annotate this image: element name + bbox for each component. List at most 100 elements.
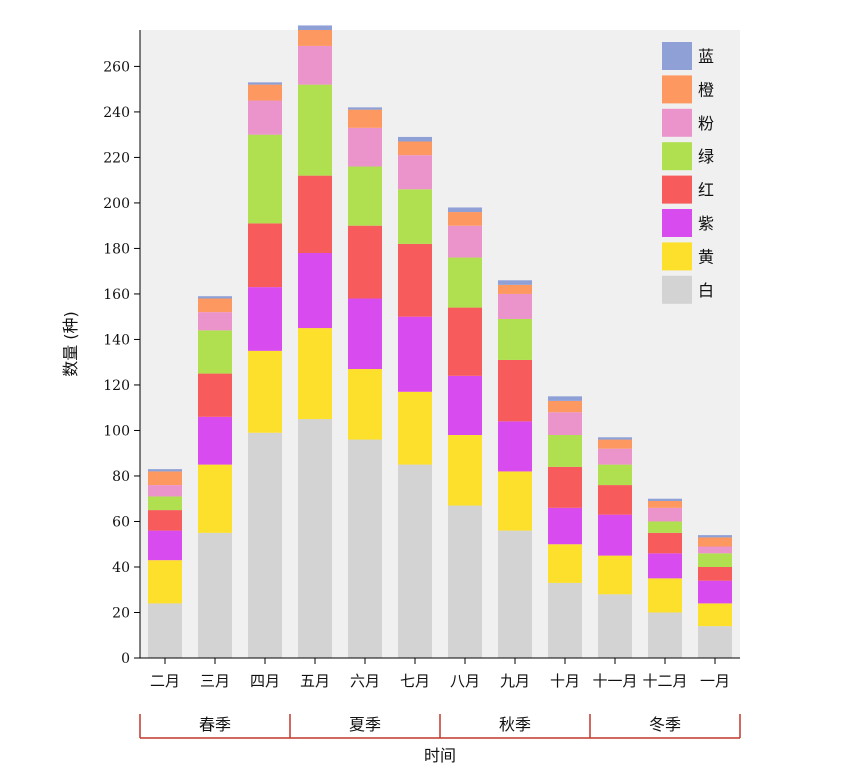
y-tick-label: 120 — [103, 378, 130, 394]
bar-segment — [348, 166, 382, 226]
bar-segment — [248, 350, 282, 433]
x-tick-label: 二月 — [150, 672, 180, 690]
bar-segment — [698, 553, 732, 567]
x-tick-label: 四月 — [250, 672, 280, 690]
legend-label: 绿 — [698, 147, 714, 166]
x-tick-label: 五月 — [300, 672, 330, 690]
bar-segment — [598, 439, 632, 449]
x-axis: 二月 三月 四月 五月 六月 七月 八月 九月 十月 十一月 十二月 一月 — [140, 657, 740, 690]
bar-segment — [148, 603, 182, 658]
bar-segment — [198, 416, 232, 465]
bar-segment — [348, 369, 382, 440]
bar-segment — [498, 471, 532, 531]
y-tick-label: 100 — [103, 423, 130, 439]
bar-segment — [448, 375, 482, 436]
bar-segment — [198, 532, 232, 658]
bars-group — [148, 25, 732, 658]
legend-swatch — [662, 242, 692, 271]
season-label: 秋季 — [499, 715, 531, 734]
bar-segment — [548, 400, 582, 413]
bar-segment — [498, 284, 532, 294]
season-brackets: 春季 夏季 秋季 冬季 — [139, 714, 741, 739]
bar-segment — [248, 100, 282, 135]
bar-segment — [198, 296, 232, 299]
y-tick-label: 160 — [103, 287, 130, 303]
legend-label: 橙 — [698, 80, 714, 99]
bar-segment — [248, 223, 282, 288]
bar-segment — [598, 448, 632, 465]
bar-segment — [298, 30, 332, 46]
plot-background — [140, 30, 740, 658]
bar-segment — [698, 566, 732, 581]
bar-segment — [198, 330, 232, 374]
bar-segment — [698, 535, 732, 538]
y-axis: 0 20 40 60 80 100 120 140 160 180 200 220 240 260 — [103, 30, 141, 667]
bar-segment — [498, 359, 532, 422]
bar-segment — [298, 25, 332, 30]
bar-segment — [348, 439, 382, 658]
bar-segment — [148, 496, 182, 511]
bar-segment — [398, 189, 432, 244]
legend-swatch — [662, 142, 692, 171]
bar-segment — [498, 421, 532, 472]
bar-segment — [648, 521, 682, 533]
bar-segment — [598, 555, 632, 595]
bar-segment — [298, 419, 332, 658]
bar-segment — [348, 298, 382, 370]
x-tick-label: 七月 — [400, 672, 430, 690]
y-tick-label: 0 — [121, 651, 130, 667]
bar-segment — [598, 485, 632, 515]
y-tick-label: 200 — [103, 196, 130, 212]
legend-swatch — [662, 175, 692, 204]
bar-segment — [498, 293, 532, 319]
y-tick-label: 220 — [103, 150, 130, 166]
y-tick-label: 260 — [103, 59, 130, 75]
bar-segment — [448, 435, 482, 506]
x-axis-title: 时间 — [424, 746, 456, 765]
bar-segment — [398, 243, 432, 317]
bar-segment — [448, 225, 482, 258]
bar-segment — [598, 514, 632, 556]
bar-segment — [248, 82, 282, 85]
bar-segment — [648, 578, 682, 613]
bar-segment — [398, 464, 432, 658]
season-label: 夏季 — [349, 715, 381, 734]
bar-segment — [598, 437, 632, 440]
y-tick-label: 140 — [103, 332, 130, 348]
y-tick-label: 20 — [112, 605, 130, 621]
bar-segment — [298, 84, 332, 176]
bar-segment — [298, 175, 332, 253]
bar-segment — [248, 134, 282, 224]
legend-label: 白 — [698, 281, 714, 300]
bar-segment — [148, 560, 182, 604]
legend-swatch — [662, 108, 692, 137]
bar-segment — [148, 485, 182, 497]
bar-segment — [498, 318, 532, 360]
x-tick-label: 一月 — [700, 672, 730, 690]
bar-segment — [298, 45, 332, 85]
bar-segment — [298, 328, 332, 420]
bar-segment — [148, 471, 182, 486]
x-tick-label: 十二月 — [642, 672, 687, 690]
bar-segment — [548, 582, 582, 658]
bar-segment — [698, 537, 732, 547]
bar-segment — [548, 396, 582, 401]
legend-label: 粉 — [698, 114, 714, 133]
bar-segment — [698, 626, 732, 658]
bar-segment — [498, 530, 532, 658]
x-tick-label: 十月 — [550, 672, 580, 690]
y-tick-label: 180 — [103, 241, 130, 257]
bar-segment — [148, 530, 182, 561]
legend-swatch — [662, 42, 692, 70]
bar-segment — [448, 307, 482, 376]
y-axis-title: 数量 (种) — [61, 311, 80, 377]
bar-segment — [148, 469, 182, 472]
bar-segment — [698, 580, 732, 604]
bar-segment — [398, 141, 432, 156]
bar-segment — [248, 84, 282, 101]
bar-segment — [448, 207, 482, 213]
season-label: 春季 — [199, 715, 231, 734]
x-tick-label: 三月 — [200, 672, 230, 690]
bar-segment — [548, 507, 582, 545]
